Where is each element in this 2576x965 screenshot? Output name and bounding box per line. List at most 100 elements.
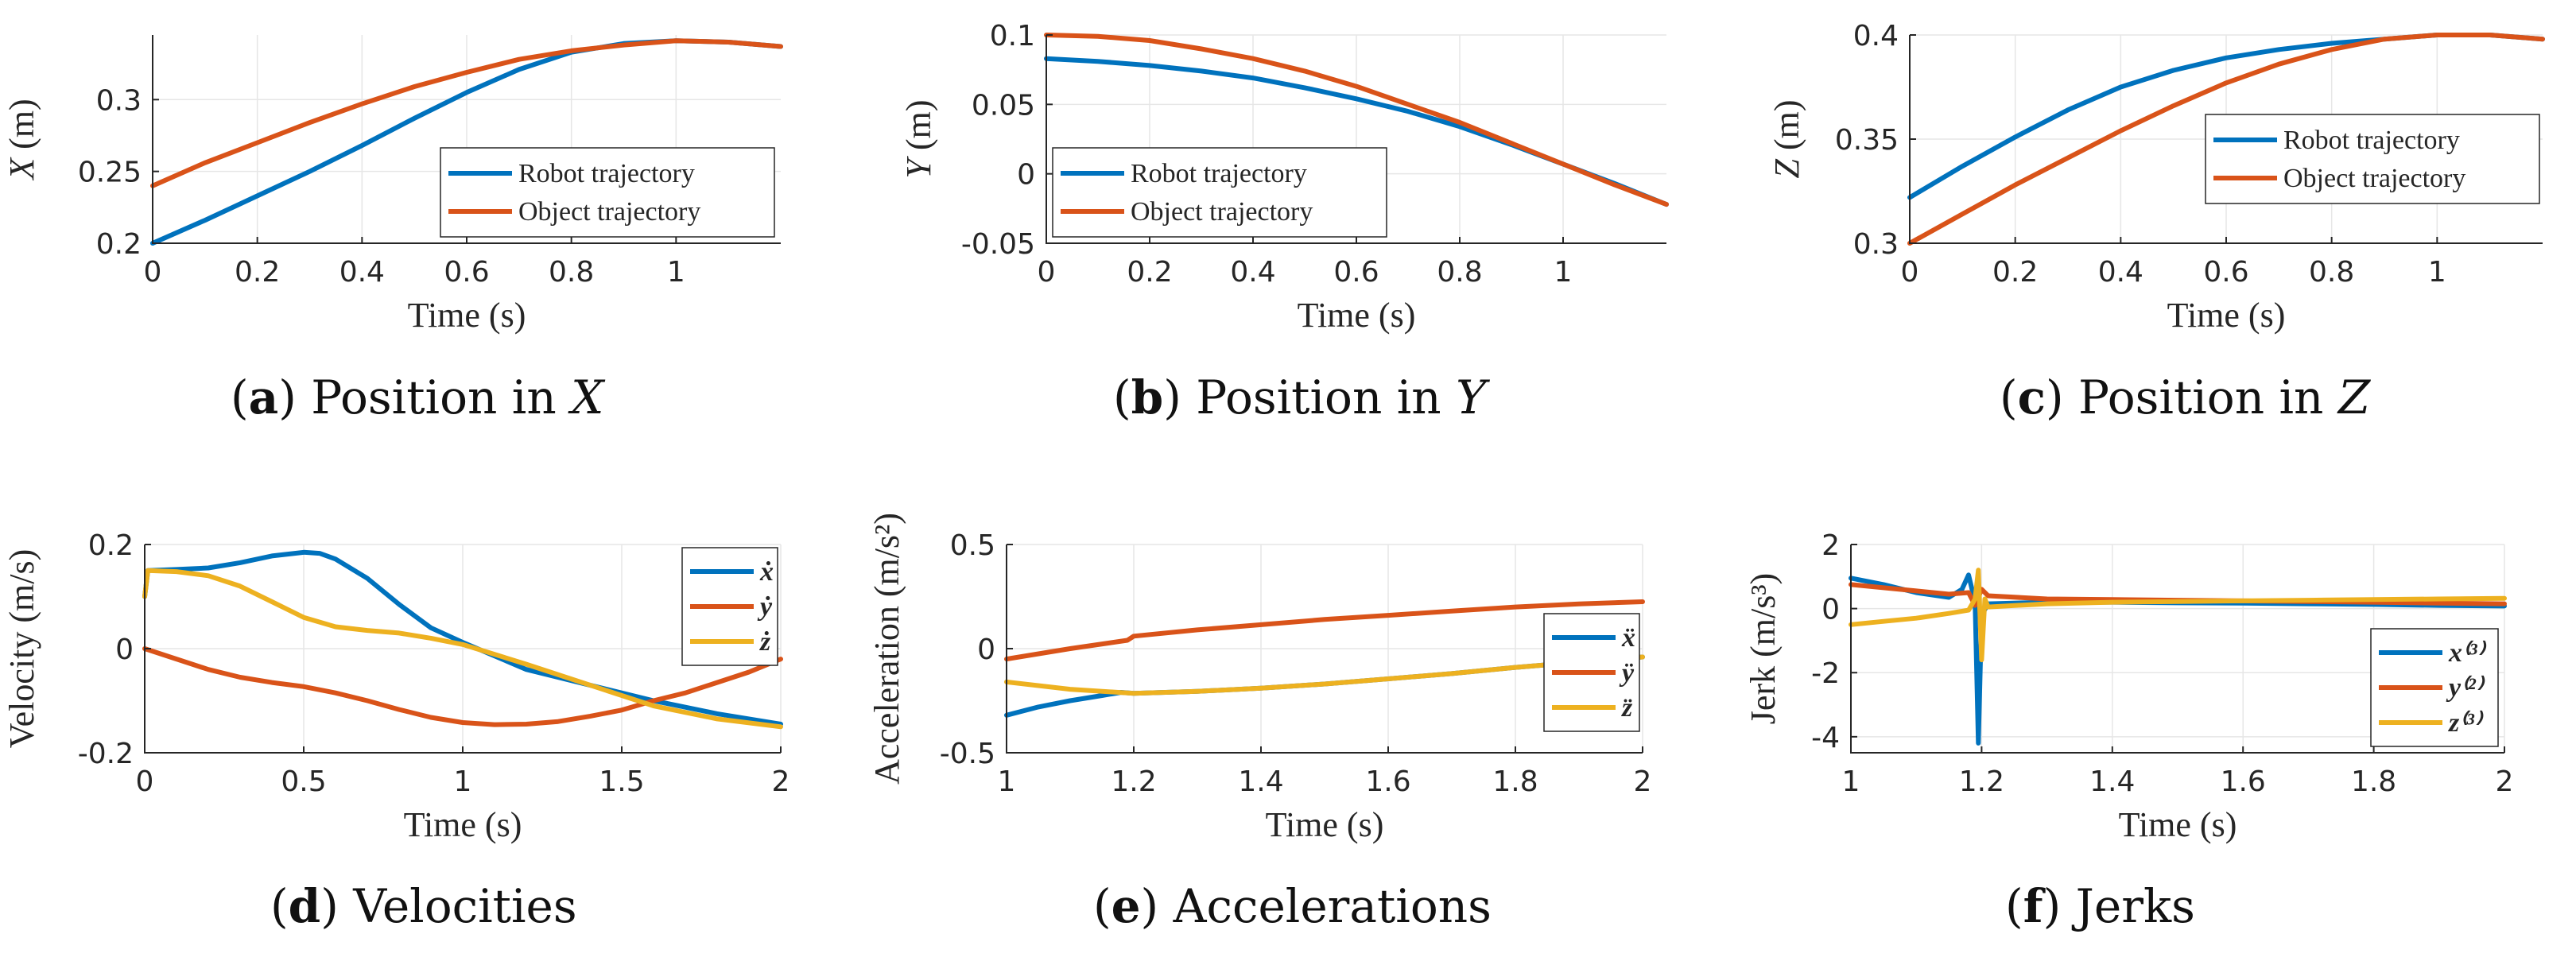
- y-axis-label: Acceleration (m/s²): [867, 513, 906, 785]
- chart-panel-f: 1 1.2 1.4 1.6 1.8 2 -4 -2 0 2 Time (s) Jerk (m/s³) x…: [1744, 529, 2513, 844]
- caption-paren: ) Position in: [278, 370, 571, 424]
- caption-e: (e) Accelerations: [1093, 879, 1492, 933]
- caption-var: Y: [1456, 370, 1490, 424]
- y-tick-label: -0.2: [78, 738, 134, 770]
- x-tick-label: 0.8: [2309, 256, 2354, 289]
- x-tick-label: 1: [667, 256, 685, 289]
- series-line-e-2: [1004, 654, 1645, 696]
- caption-paren: ) Accelerations: [1141, 879, 1492, 933]
- x-tick-label: 1.2: [1959, 765, 2004, 798]
- caption-letter: (: [1093, 879, 1111, 933]
- caption-f: (f) Jerks: [2005, 879, 2195, 933]
- y-tick-label: 0.4: [1853, 20, 1899, 52]
- x-tick-label: 1.5: [599, 765, 644, 798]
- y-tick-label: -0.5: [940, 738, 995, 770]
- y-tick-label: 0: [1821, 594, 1840, 626]
- legend-label: Robot trajectory: [1131, 159, 1307, 188]
- y-axis-label-var: Z: [1767, 159, 1806, 179]
- y-axis-label: Y (m): [899, 99, 938, 178]
- legend-box: [440, 147, 775, 238]
- legend-label: Robot trajectory: [2283, 126, 2460, 155]
- y-tick-label: 0.3: [1853, 228, 1899, 261]
- series-line-f-2: [1849, 568, 2507, 663]
- x-tick-label: 0.2: [1992, 256, 2038, 289]
- caption-letter-bold: c: [2018, 370, 2046, 424]
- x-tick-label: 2: [772, 765, 790, 798]
- caption-paren: ) Velocities: [320, 879, 576, 933]
- x-tick-label: 2: [1634, 765, 1652, 798]
- x-tick-label: 0.8: [549, 256, 594, 289]
- legend: Robot trajectory Object trajectory: [1052, 147, 1387, 238]
- y-tick-label: -4: [1811, 722, 1840, 754]
- caption-b: (b) Position in Y: [1113, 370, 1490, 424]
- x-tick-label: 1: [454, 765, 472, 798]
- legend-label: ÿ: [1619, 658, 1635, 688]
- x-tick-label: 0: [1901, 256, 1919, 289]
- x-tick-label: 0.2: [1127, 256, 1172, 289]
- x-tick-label: 1.2: [1111, 765, 1156, 798]
- caption-d: (d) Velocities: [270, 879, 577, 933]
- legend-label: Object trajectory: [518, 197, 700, 227]
- series-line-a-1: [150, 38, 783, 188]
- x-tick-label: 1.6: [2221, 765, 2266, 798]
- legend-label: ż: [759, 627, 771, 657]
- legend: ẋẏż: [681, 547, 778, 666]
- y-tick-label: 0: [977, 634, 995, 666]
- caption-letter-bold: f: [2023, 879, 2046, 933]
- caption-letter-bold: a: [249, 370, 279, 424]
- series-line-b-1: [1044, 33, 1669, 207]
- caption-letter-bold: d: [289, 879, 321, 933]
- legend-label: z̈: [1621, 693, 1633, 723]
- x-tick-label: 0.2: [235, 256, 280, 289]
- x-tick-label: 0.6: [2203, 256, 2248, 289]
- y-tick-label: 0.3: [96, 84, 142, 117]
- y-axis-label-unit: (m): [1767, 99, 1806, 159]
- y-tick-label: 0: [115, 634, 134, 666]
- x-axis-label: Time (s): [2167, 296, 2286, 335]
- caption-paren: ) Jerks: [2043, 879, 2195, 933]
- x-tick-label: 0.4: [2098, 256, 2143, 289]
- x-tick-label: 1.4: [2089, 765, 2135, 798]
- y-tick-label: 0.35: [1835, 124, 1899, 157]
- y-tick-label: -2: [1811, 657, 1840, 690]
- y-axis-label-unit: (m): [899, 99, 938, 159]
- y-axis-label: Z (m): [1767, 99, 1806, 178]
- y-tick-label: 0: [1017, 159, 1035, 192]
- x-axis-label: Time (s): [1298, 296, 1416, 335]
- legend: Robot trajectory Object trajectory: [2205, 114, 2540, 204]
- caption-paren: ) Position in: [1163, 370, 1456, 424]
- x-tick-label: 0: [1038, 256, 1056, 289]
- y-axis-label-var: X: [2, 157, 41, 181]
- y-tick-label: 0.2: [88, 529, 134, 562]
- legend-label: Robot trajectory: [518, 159, 695, 188]
- caption-var: X: [568, 370, 606, 424]
- y-axis-label: Velocity (m/s): [2, 549, 41, 749]
- legend-label: ẏ: [757, 592, 773, 622]
- x-tick-label: 0.4: [339, 256, 385, 289]
- caption-a: (a) Position in X: [231, 370, 606, 424]
- x-tick-label: 0.5: [281, 765, 326, 798]
- y-tick-label: 0.05: [972, 89, 1035, 122]
- y-axis-label-var: Y: [899, 156, 938, 179]
- x-tick-label: 1: [2428, 256, 2446, 289]
- legend-label: Object trajectory: [2283, 164, 2465, 193]
- y-axis-label-unit: (m): [2, 99, 41, 158]
- x-tick-label: 0.6: [444, 256, 489, 289]
- x-axis-label: Time (s): [2119, 805, 2237, 844]
- x-axis-label: Time (s): [1266, 805, 1384, 844]
- y-tick-label: 2: [1821, 529, 1840, 562]
- y-axis-label: Jerk (m/s³): [1744, 573, 1783, 724]
- caption-letter: (: [2000, 370, 2018, 424]
- x-tick-label: 1: [1554, 256, 1573, 289]
- legend-label: z⁽³⁾: [2448, 708, 2484, 738]
- legend-label: x⁽³⁾: [2448, 638, 2487, 668]
- y-axis-label: X (m): [2, 99, 41, 180]
- legend: x⁽³⁾ y⁽²⁾ z⁽³⁾: [2370, 628, 2499, 747]
- x-tick-label: 0.6: [1333, 256, 1379, 289]
- x-tick-label: 0: [144, 256, 162, 289]
- x-axis-label: Time (s): [408, 296, 526, 335]
